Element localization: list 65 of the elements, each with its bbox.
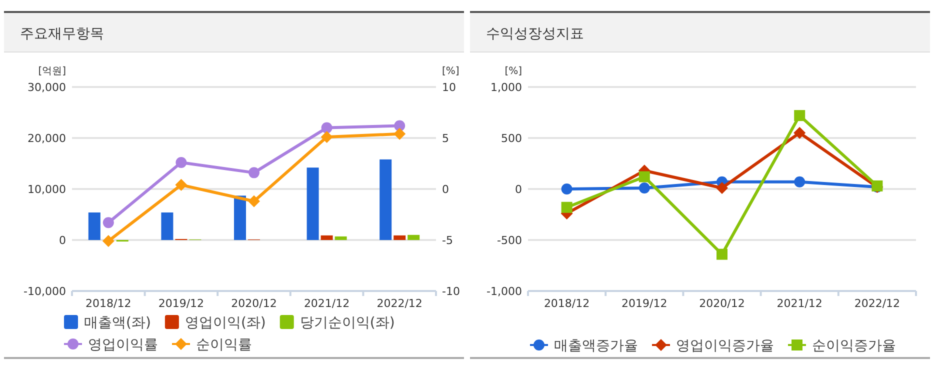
point (716, 182, 728, 194)
point (561, 184, 572, 194)
x-tick-label: 2022/12 (854, 297, 900, 310)
y2-tick-label: -5 (442, 234, 453, 247)
legend-label: 순이익증가율 (812, 338, 896, 354)
legend-label: 영업이익률 (88, 337, 158, 353)
y-tick-label: 30,000 (28, 81, 66, 94)
point (794, 126, 806, 139)
bar (380, 159, 392, 240)
point (638, 171, 650, 182)
y-tick-label: -1,000 (486, 285, 522, 298)
x-tick-label: 2018/12 (86, 297, 132, 310)
point (175, 178, 188, 191)
bar (161, 212, 174, 240)
point (320, 130, 333, 143)
legend-label: 영업이익(좌) (184, 315, 266, 331)
x-tick-label: 2019/12 (622, 297, 668, 310)
point (794, 176, 806, 188)
point (716, 248, 728, 260)
bar (394, 235, 406, 240)
point (102, 217, 114, 228)
y-tick-label: -10,000 (24, 285, 66, 298)
y2-axis-title: [%] (442, 66, 460, 77)
point (561, 202, 572, 213)
legend-label: 순이익률 (196, 337, 252, 353)
legend-label: 매출액증가율 (554, 338, 638, 354)
x-tick-label: 2020/12 (231, 297, 277, 310)
chart-title: 주요재무항목 (20, 26, 104, 42)
x-tick-label: 2022/12 (376, 297, 422, 310)
legend-label: 매출액(좌) (84, 315, 151, 331)
point (394, 128, 406, 140)
y-tick-label: 0 (515, 183, 522, 196)
y2-tick-label: -10 (442, 285, 460, 298)
y-axis-title: [%] (504, 66, 522, 77)
legend-label: 당기순이익(좌) (300, 315, 395, 331)
bar (320, 235, 333, 240)
y-axis-title: [억원] (38, 66, 66, 77)
point (321, 122, 332, 134)
y-tick-label: 0 (59, 234, 66, 247)
point (638, 182, 650, 194)
x-tick-label: 2020/12 (699, 297, 745, 310)
y-tick-label: 500 (501, 132, 522, 145)
point (248, 195, 260, 208)
y2-tick-label: 10 (442, 81, 456, 94)
y-tick-label: 10,000 (28, 183, 66, 196)
y-tick-label: -500 (497, 234, 522, 247)
x-tick-label: 2019/12 (158, 297, 204, 310)
x-tick-label: 2021/12 (776, 297, 822, 310)
point (102, 235, 114, 248)
chart-title: 수익성장성지표 (486, 26, 584, 42)
bar (234, 196, 246, 240)
point (794, 110, 806, 122)
legend-label: 영업이익증가율 (676, 338, 774, 354)
bar (408, 234, 420, 240)
x-tick-label: 2021/12 (304, 297, 350, 310)
y2-tick-label: 5 (442, 132, 449, 145)
bar (334, 236, 347, 240)
x-tick-label: 2018/12 (544, 297, 590, 310)
point (176, 156, 187, 168)
point (248, 167, 260, 178)
y-tick-label: 20,000 (28, 132, 66, 145)
y-tick-label: 1,000 (490, 81, 522, 94)
bar (88, 212, 100, 240)
bar (306, 168, 319, 240)
y2-tick-label: 0 (442, 183, 449, 196)
